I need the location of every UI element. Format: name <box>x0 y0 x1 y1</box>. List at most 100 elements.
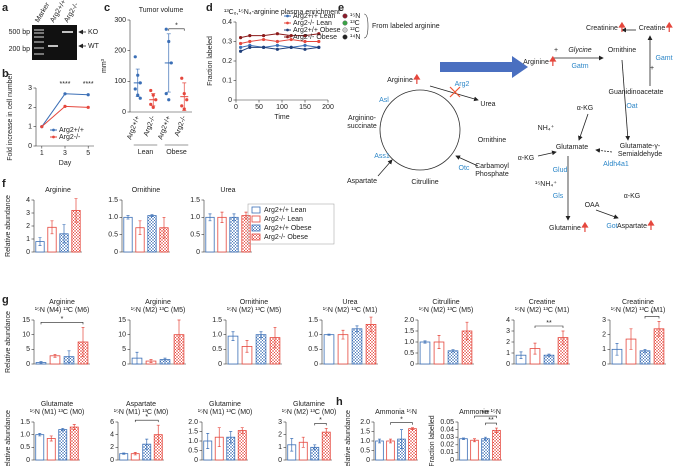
marker <box>289 37 293 42</box>
legend-dot <box>342 13 348 19</box>
error-bar <box>327 333 331 336</box>
arrow <box>455 155 479 167</box>
marker <box>239 36 243 40</box>
bar <box>492 429 501 461</box>
chart-title: Glutamine <box>209 401 241 408</box>
y-tick-label: 1.5 <box>404 328 414 335</box>
error-bar <box>290 438 294 452</box>
metabolite-label: Carbamoyl <box>475 163 509 170</box>
big-arrow <box>440 56 528 78</box>
legend-marker <box>286 28 289 32</box>
bar <box>447 350 459 365</box>
y-tick-label: 1.5 <box>108 197 118 204</box>
error-bar <box>355 325 359 333</box>
y-tick-label: 0 <box>506 361 510 368</box>
bar <box>123 216 133 253</box>
error-bar <box>150 214 154 217</box>
y-tick-label: 2 <box>28 104 32 111</box>
panel-label: c <box>104 2 110 14</box>
y-tick-label: 2.0 <box>360 419 370 426</box>
point <box>133 55 137 59</box>
marker <box>303 47 307 51</box>
bar <box>241 215 251 253</box>
y-tick-label: 0 <box>122 109 126 116</box>
point <box>164 92 168 96</box>
bar <box>639 350 651 365</box>
y-tick-label: 0.5 <box>308 346 318 353</box>
y-tick-label: 1.5 <box>308 317 318 324</box>
marker <box>239 41 243 46</box>
error-bar <box>495 427 498 433</box>
panel-label: h <box>336 396 343 408</box>
x-tick-label: Arg2-/- <box>174 114 188 137</box>
sig-bracket <box>314 423 327 426</box>
legend-marker <box>52 135 55 139</box>
error-bar <box>81 326 85 358</box>
error-bar <box>38 433 42 437</box>
error-bar <box>50 220 54 235</box>
marker <box>289 45 293 49</box>
error-bar <box>240 427 244 434</box>
x-tick-label: 0 <box>234 104 238 111</box>
increase-arrow <box>665 21 673 32</box>
bar <box>205 216 215 253</box>
error-bar <box>615 343 619 356</box>
error-bar <box>232 213 236 222</box>
chart-subtitle: ¹⁵N (M2) ¹³C (M0) <box>282 409 337 416</box>
arrow <box>621 59 631 141</box>
enzyme-label: Got <box>606 223 617 230</box>
marker <box>303 39 307 44</box>
legend-marker <box>286 14 289 18</box>
y-tick-label: 0 <box>278 457 282 464</box>
chart-subtitle: ¹⁵N (M1) ¹³C (M0) <box>198 409 253 416</box>
sig-bracket <box>534 325 564 328</box>
legend-label: Arg2-/- <box>59 134 81 141</box>
x-tick-label: 150 <box>299 104 311 111</box>
error-bar <box>369 316 373 333</box>
y-tick-label: 3 <box>506 328 510 335</box>
increase-arrow <box>647 219 655 230</box>
sig-label: *** <box>481 410 489 417</box>
annotation: **** <box>60 81 71 88</box>
metabolite-label: Ornithine <box>608 47 637 54</box>
arrow <box>595 148 613 153</box>
error-bar <box>313 444 317 451</box>
marker <box>63 92 67 96</box>
enzyme-label: Oat <box>626 103 637 110</box>
y-axis-label: Relative abundance <box>345 410 352 466</box>
metabolite-label: OAA <box>585 202 600 209</box>
bar <box>459 438 468 461</box>
error-bar <box>220 211 224 223</box>
error-bar <box>561 330 565 345</box>
error-bar <box>166 33 171 93</box>
point <box>151 105 155 109</box>
error-bar <box>49 435 53 442</box>
marker <box>248 39 252 44</box>
x-tick-label: Arg2+/+ <box>157 115 172 141</box>
y-tick-label: 0.3 <box>222 38 232 45</box>
chart-subtitle: ¹⁵N (M2) ¹³C (M5) <box>419 307 474 314</box>
y-tick-label: 1 <box>28 124 32 131</box>
block <box>449 86 461 98</box>
metabolite-label: Aspartate <box>347 178 377 185</box>
legend-swatch <box>251 224 261 232</box>
panel-label: f <box>2 178 6 190</box>
band-label: KO <box>88 29 99 36</box>
chart-title: Arginine <box>45 187 71 194</box>
bar <box>46 438 56 461</box>
panel-label: b <box>2 68 9 80</box>
y-tick-label: 0.1 <box>222 77 232 84</box>
chart-title: Ornithine <box>132 187 161 194</box>
y-tick-label: 4 <box>506 317 510 324</box>
group-label: Lean <box>138 149 154 156</box>
increase-arrow <box>549 55 557 66</box>
chart-title: Glutamate <box>41 401 73 408</box>
sig-label: * <box>651 310 654 317</box>
arrow <box>578 113 589 141</box>
error-bar <box>462 437 465 440</box>
metabolite-label: Aspartate <box>617 223 647 230</box>
legend-marker <box>52 128 55 132</box>
error-bar <box>484 436 487 441</box>
